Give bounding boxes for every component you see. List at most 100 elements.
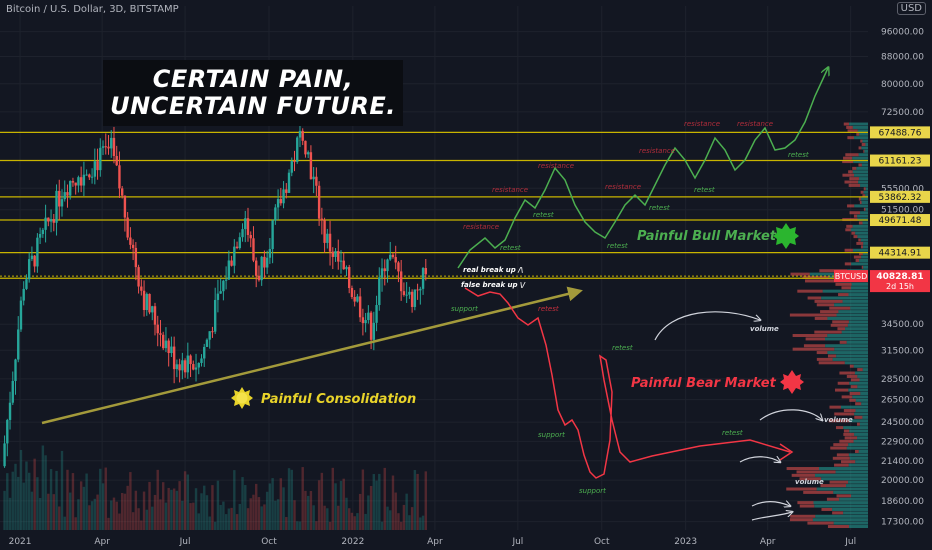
price-level-value: 49671.48 [879,216,922,226]
volume-profile-bar [841,286,851,290]
candle-body [348,267,351,289]
volume-profile-bar [862,194,866,198]
volume-profile-bar [842,299,868,303]
volume-bar [386,506,389,530]
volume-profile-bar [836,453,849,457]
candle-body [285,189,288,193]
volume-profile-bar [850,306,868,310]
volume-profile-bar [816,357,833,361]
volume-profile-bar [856,132,860,136]
volume-profile-bar [842,173,855,177]
volume-bar [205,495,209,530]
volume-bar [255,483,258,530]
candle-body [112,137,116,157]
volume-bar [71,473,75,530]
candle-body [164,340,168,349]
candle-body [101,146,105,148]
candle-body [17,329,20,360]
volume-profile-bar [843,156,853,160]
candle-body [156,324,159,334]
volume-profile-bar [863,207,866,211]
volume-profile-bar [846,374,858,378]
volume-profile-bar [861,143,866,147]
volume-profile-bar [850,385,858,389]
volume-profile-bar [863,149,865,153]
volume-bar [424,471,427,530]
volume-bar [131,512,135,530]
candle-body [14,359,17,381]
volume-bar [44,455,47,530]
volume-profile-bar [821,507,833,511]
volume-profile-bar [835,282,852,286]
volume-profile-bar [786,487,817,491]
volume-bar [227,508,231,530]
volume-bar [356,513,359,530]
volume-bar [164,502,168,530]
volume-bar [337,505,340,530]
sun-icon [231,387,253,409]
price-axis-label: 34500.00 [881,320,924,330]
volume-profile-bar [835,470,868,474]
price-axis-label: 28500.00 [881,375,924,385]
candle-body [260,256,263,281]
volume-bar [175,490,179,530]
volume-profile-bar [830,446,847,450]
volume-bar [25,461,28,530]
volume-profile-bar [843,429,850,433]
volume-bar [36,477,39,530]
volume-bar [224,514,228,530]
volume-profile-bar [854,136,868,140]
volume-bar [151,506,154,530]
candle-body [49,219,53,222]
candle-body [110,137,113,149]
volume-profile-bar [814,330,842,334]
volume-profile-bar [859,132,868,136]
volume-bar [293,500,296,530]
candle-body [3,443,6,467]
volume-profile-bar [844,180,859,184]
volume-bar [241,477,244,530]
price-axis-label: 24500.00 [881,418,924,428]
volume-bar [186,474,190,530]
symbol-tag [834,270,868,283]
candle-body [186,355,190,373]
volume-profile-bar [816,303,835,307]
volume-bar [372,474,376,530]
volume-bar [320,472,324,530]
support-trendline [41,286,583,425]
candle-body [391,254,395,258]
volume-bar [156,469,159,530]
price-level-tag [870,154,930,167]
volume-profile-bar [832,507,868,511]
candle-body [276,199,280,208]
volume-profile-bar [854,173,868,177]
volume-bar [142,491,146,530]
candle-body [118,165,121,189]
volume-bar [153,494,157,530]
volume-profile-bar [838,293,849,297]
volume-profile-bar [849,364,854,368]
currency-button[interactable]: USD [896,2,926,15]
volume-profile-bar [861,200,868,204]
volume-bar [312,505,315,530]
volume-label: volume [824,416,853,424]
candle-body [151,306,154,313]
volume-bar [369,485,373,530]
volume-profile-bar [797,501,814,505]
candle-body [304,140,307,155]
volume-profile-bar [851,231,856,235]
volume-profile-bar [816,351,828,355]
volume-bar [192,502,195,530]
price-level-value: 61161.23 [879,157,922,167]
volume-profile-bar [839,497,868,501]
volume-bar [74,517,77,530]
volume-bar [79,481,83,530]
candle-body [82,174,86,186]
volume-profile-bar [819,269,848,273]
retest-label: retest [788,151,809,159]
candle-body [19,300,23,330]
volume-bar [170,489,173,530]
candle-body [123,195,127,218]
